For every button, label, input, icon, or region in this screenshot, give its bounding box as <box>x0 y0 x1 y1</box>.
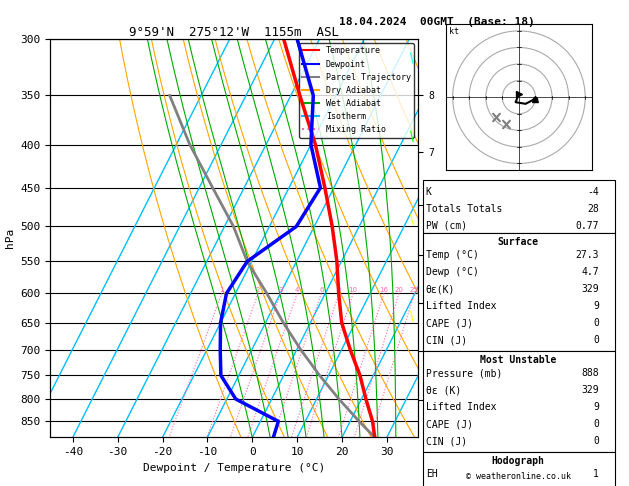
Text: 8: 8 <box>337 287 342 294</box>
Text: 27.3: 27.3 <box>576 250 599 260</box>
Text: kt: kt <box>449 27 459 36</box>
X-axis label: Dewpoint / Temperature (°C): Dewpoint / Temperature (°C) <box>143 463 325 473</box>
Text: Lifted Index: Lifted Index <box>426 301 496 311</box>
Text: Totals Totals: Totals Totals <box>426 204 502 214</box>
Text: CAPE (J): CAPE (J) <box>426 318 473 328</box>
Text: 1: 1 <box>220 287 224 294</box>
Text: 18.04.2024  00GMT  (Base: 18): 18.04.2024 00GMT (Base: 18) <box>339 17 535 27</box>
Text: EH: EH <box>426 469 438 479</box>
Text: 329: 329 <box>581 284 599 294</box>
Text: 0: 0 <box>593 318 599 328</box>
Text: CIN (J): CIN (J) <box>426 335 467 345</box>
Title: 9°59'N  275°12'W  1155m  ASL: 9°59'N 275°12'W 1155m ASL <box>130 26 339 39</box>
Text: θε (K): θε (K) <box>426 385 461 395</box>
Text: 9: 9 <box>593 402 599 412</box>
Text: CIN (J): CIN (J) <box>426 436 467 446</box>
Text: CAPE (J): CAPE (J) <box>426 419 473 429</box>
Text: /: / <box>406 129 418 143</box>
Text: 1: 1 <box>593 469 599 479</box>
Text: 0: 0 <box>593 419 599 429</box>
Text: 0: 0 <box>593 436 599 446</box>
Text: 4: 4 <box>295 287 299 294</box>
Text: PW (cm): PW (cm) <box>426 221 467 231</box>
Legend: Temperature, Dewpoint, Parcel Trajectory, Dry Adiabat, Wet Adiabat, Isotherm, Mi: Temperature, Dewpoint, Parcel Trajectory… <box>299 43 414 138</box>
Text: Hodograph: Hodograph <box>492 456 545 466</box>
Text: Most Unstable: Most Unstable <box>480 355 557 365</box>
Text: 2: 2 <box>256 287 260 294</box>
Text: © weatheronline.co.uk: © weatheronline.co.uk <box>467 472 571 481</box>
Text: 25: 25 <box>410 287 419 294</box>
Text: Lifted Index: Lifted Index <box>426 402 496 412</box>
Text: 9: 9 <box>593 301 599 311</box>
Text: K: K <box>426 187 431 197</box>
Text: 10: 10 <box>348 287 358 294</box>
Text: 0: 0 <box>593 335 599 345</box>
Text: /: / <box>406 51 418 66</box>
Text: 16: 16 <box>379 287 389 294</box>
Y-axis label: km
ASL: km ASL <box>446 238 464 260</box>
Text: /: / <box>406 211 418 226</box>
Text: 6: 6 <box>319 287 323 294</box>
Text: /: / <box>406 309 418 323</box>
Text: Temp (°C): Temp (°C) <box>426 250 479 260</box>
Text: -4: -4 <box>587 187 599 197</box>
Text: 3: 3 <box>278 287 283 294</box>
Text: 20: 20 <box>394 287 403 294</box>
Text: 28: 28 <box>587 204 599 214</box>
Text: 0.77: 0.77 <box>576 221 599 231</box>
Text: Pressure (mb): Pressure (mb) <box>426 368 502 378</box>
Text: 4.7: 4.7 <box>581 267 599 277</box>
Text: Dewp (°C): Dewp (°C) <box>426 267 479 277</box>
Text: 888: 888 <box>581 368 599 378</box>
Text: Surface: Surface <box>498 237 539 247</box>
Y-axis label: hPa: hPa <box>5 228 15 248</box>
Text: θε(K): θε(K) <box>426 284 455 294</box>
Text: Mixing Ratio (g/kg): Mixing Ratio (g/kg) <box>438 223 447 317</box>
Text: 329: 329 <box>581 385 599 395</box>
